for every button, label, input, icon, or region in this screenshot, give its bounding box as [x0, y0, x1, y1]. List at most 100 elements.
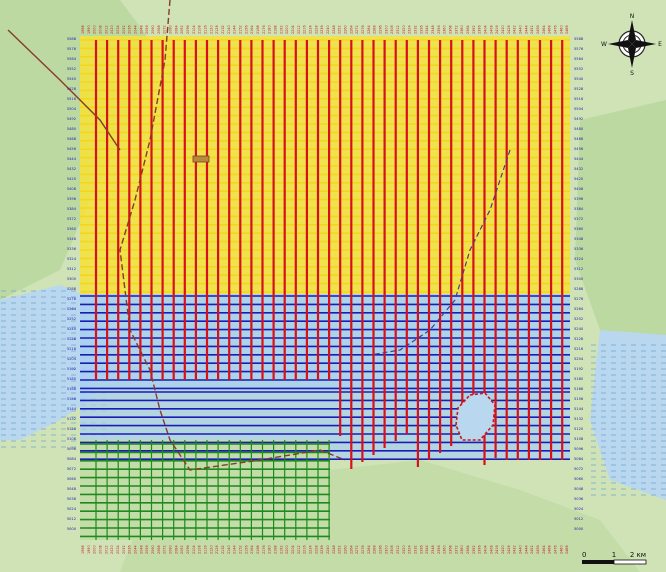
- lake-outline: [455, 392, 496, 441]
- top-grid-label: 2068: [157, 25, 161, 34]
- left-grid-label: 5552: [67, 67, 76, 71]
- top-grid-label: 2008: [99, 25, 103, 34]
- bottom-grid-label: 2276: [361, 545, 365, 554]
- right-grid-label: 5216: [574, 347, 584, 351]
- right-grid-label: 5336: [574, 247, 584, 251]
- top-grid-label: 2000: [93, 25, 97, 34]
- bottom-grid-label: 2348: [431, 545, 435, 554]
- top-grid-label: 2296: [379, 25, 383, 34]
- top-grid-label: 2060: [151, 25, 155, 34]
- right-grid-label: 5300: [574, 277, 584, 281]
- bottom-grid-label: 2116: [204, 545, 208, 554]
- right-grid-label: 5312: [574, 267, 583, 271]
- bottom-grid-label: 2444: [524, 545, 528, 554]
- right-grid-label: 5516: [574, 97, 584, 101]
- right-grid-label: 5276: [574, 297, 584, 301]
- top-grid-label: 2348: [431, 25, 435, 34]
- left-grid-label: 5048: [67, 487, 77, 491]
- right-grid-label: 5060: [574, 477, 584, 481]
- top-grid-labels: 1988 1990 2000 2008 2012 2020 2024 2032 2036 2044…: [81, 25, 569, 34]
- top-grid-label: 2248: [332, 25, 336, 34]
- top-grid-label: 2380: [460, 25, 464, 34]
- right-grid-label: 5384: [574, 207, 584, 211]
- right-grid-label: 5180: [574, 377, 584, 381]
- bottom-grid-label: 2440: [519, 545, 523, 554]
- top-grid-label: 2012: [104, 25, 108, 34]
- top-grid-label: 1990: [87, 25, 91, 34]
- right-grid-label: 5540: [574, 77, 584, 81]
- left-grid-label: 5108: [67, 437, 77, 441]
- bottom-grid-label: 2056: [145, 545, 149, 554]
- left-grid-label: 5456: [67, 147, 77, 151]
- bottom-grid-label: 2420: [501, 545, 505, 554]
- top-grid-label: 2144: [233, 25, 237, 34]
- left-grid-label: 5372: [67, 217, 76, 221]
- bottom-grid-label: 2296: [379, 545, 383, 554]
- bottom-grid-label: 2260: [344, 545, 348, 554]
- bottom-grid-label: 2404: [484, 545, 488, 554]
- zone-green: [80, 440, 330, 540]
- top-grid-label: 2056: [145, 25, 149, 34]
- bottom-grid-label: 1990: [87, 545, 91, 554]
- left-grid-label: 5588: [67, 37, 77, 41]
- settlement-marker: [192, 155, 210, 163]
- top-grid-label: 2476: [554, 25, 558, 34]
- bottom-grid-label: 2456: [536, 545, 540, 554]
- top-grid-label: 2180: [268, 25, 272, 34]
- left-grid-label: 5516: [67, 97, 77, 101]
- right-grid-label: 5456: [574, 147, 584, 151]
- bottom-grid-label: 2096: [186, 545, 190, 554]
- bottom-grid-label: 2132: [221, 545, 225, 554]
- left-grid-label: 5024: [67, 507, 77, 511]
- bottom-grid-label: 2240: [326, 545, 330, 554]
- right-grid-label: 5228: [574, 337, 584, 341]
- top-grid-label: 2048: [139, 25, 143, 34]
- bottom-grid-label: 2008: [99, 545, 103, 554]
- bottom-grid-label: 2368: [449, 545, 453, 554]
- right-grid-label: 5360: [574, 227, 584, 231]
- top-grid-label: 2224: [309, 25, 313, 34]
- top-grid-label: 2324: [408, 25, 412, 34]
- bottom-grid-label: 2032: [122, 545, 126, 554]
- top-grid-label: 2260: [344, 25, 348, 34]
- left-grid-label: 5288: [67, 287, 77, 291]
- bottom-grid-label: 2312: [396, 545, 400, 554]
- bottom-grid-label: 2236: [320, 545, 324, 554]
- top-grid-label: 2176: [262, 25, 266, 34]
- top-grid-label: 2128: [215, 25, 219, 34]
- right-grid-label: 5480: [574, 127, 584, 131]
- top-grid-label: 2288: [373, 25, 377, 34]
- left-grid-label: 5228: [67, 337, 77, 341]
- left-grid-label: 5468: [67, 137, 77, 141]
- right-grid-label: 5288: [574, 287, 584, 291]
- right-grid-label: 5348: [574, 237, 584, 241]
- scale-tick-0: 0: [582, 551, 586, 559]
- bottom-grid-label: 2288: [373, 545, 377, 554]
- top-grid-label: 2300: [384, 25, 388, 34]
- bottom-grid-label: 2228: [314, 545, 318, 554]
- bottom-grid-label: 2092: [180, 545, 184, 554]
- bottom-grid-label: 2084: [174, 545, 178, 554]
- bottom-grid-label: 2380: [460, 545, 464, 554]
- bottom-grid-label: 2224: [309, 545, 313, 554]
- right-grid-label: 5240: [574, 327, 584, 331]
- bottom-grid-label: 2168: [256, 545, 260, 554]
- left-grid-label: 5240: [67, 327, 77, 331]
- left-grid-label: 5096: [67, 447, 77, 451]
- right-grid-label: 5564: [574, 57, 584, 61]
- top-grid-label: 2044: [134, 25, 138, 34]
- compass-s-label: S: [630, 70, 634, 77]
- bottom-grid-label: 2180: [268, 545, 272, 554]
- left-grid-label: 5252: [67, 317, 76, 321]
- top-grid-label: 2108: [198, 25, 202, 34]
- top-grid-label: 2188: [274, 25, 278, 34]
- survey-grid: [80, 39, 570, 540]
- bottom-grid-label: 1988: [81, 545, 85, 554]
- scale-bar-icon: 0 1 2 км: [582, 551, 647, 565]
- top-grid-label: 2468: [548, 25, 552, 34]
- right-grid-label: 5048: [574, 487, 584, 491]
- left-grid-label: 5312: [67, 267, 76, 271]
- left-grid-label: 5420: [67, 177, 77, 181]
- top-grid-label: 2480: [559, 25, 563, 34]
